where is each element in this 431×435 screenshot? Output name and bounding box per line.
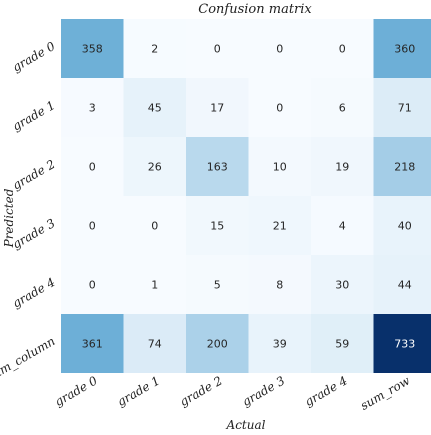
x-tick-grade-1: grade 1 (115, 373, 163, 409)
heatmap-cell-r5-c1 (123, 314, 186, 373)
y-tick-grade-1: grade 1 (10, 98, 58, 134)
y-tick-grade-4: grade 4 (10, 275, 58, 311)
cell-value-r4-c4: 30 (335, 279, 349, 292)
cell-value-r2-c4: 19 (335, 161, 349, 174)
heatmap-cell-r0-c3 (248, 19, 311, 78)
cell-value-r5-c3: 39 (273, 338, 287, 351)
y-tick-grade-0: grade 0 (10, 39, 58, 75)
heatmap-cell-r1-c1 (123, 78, 186, 137)
cell-value-r3-c0: 0 (89, 220, 96, 233)
cell-value-r1-c2: 17 (210, 102, 224, 115)
heatmap-cell-r3-c1 (123, 196, 186, 255)
heatmap-cell-r5-c2 (186, 314, 249, 373)
heatmap-cell-r0-c4 (311, 19, 374, 78)
cell-value-r5-c0: 361 (82, 338, 103, 351)
cell-value-r1-c4: 6 (339, 102, 346, 115)
heatmap-cell-r3-c5 (373, 196, 431, 255)
cell-value-r1-c0: 3 (89, 102, 96, 115)
cell-value-r0-c2: 0 (214, 43, 221, 56)
x-tick-grade-2: grade 2 (177, 373, 225, 409)
cell-value-r2-c1: 26 (148, 161, 162, 174)
heatmap-cell-r3-c4 (311, 196, 374, 255)
cell-value-r3-c2: 15 (210, 220, 224, 233)
x-tick-labels: grade 0 grade 1 grade 2 grade 3 grade 4 sum_r… (52, 373, 413, 413)
heatmap-cell-r3-c0 (61, 196, 124, 255)
heatmap-cell-r2-c2 (186, 137, 249, 196)
cell-value-r4-c2: 5 (214, 279, 221, 292)
heatmap-cell-r0-c1 (123, 19, 186, 78)
cell-value-r5-c5: 733 (394, 338, 415, 351)
heatmap-cell-r4-c4 (311, 255, 374, 314)
heatmap-cell-r0-c0 (61, 19, 124, 78)
heatmap-cell-r5-c3 (248, 314, 311, 373)
cell-value-r2-c3: 10 (273, 161, 287, 174)
cell-value-r1-c5: 71 (398, 102, 412, 115)
y-tick-sum-column: sum_column (0, 334, 57, 384)
heatmap-cell-r4-c3 (248, 255, 311, 314)
cell-value-r0-c3: 0 (276, 43, 283, 56)
x-tick-grade-3: grade 3 (240, 373, 288, 409)
heatmap-cell-r5-c5 (373, 314, 431, 373)
cell-value-r0-c5: 360 (394, 43, 415, 56)
heatmap-cell-r0-c5 (373, 19, 431, 78)
cell-value-r2-c0: 0 (89, 161, 96, 174)
heatmap-cell-r1-c2 (186, 78, 249, 137)
heatmap-cell-r2-c1 (123, 137, 186, 196)
heatmap-cell-r4-c1 (123, 255, 186, 314)
cell-value-r4-c1: 1 (151, 279, 158, 292)
cell-value-r4-c5: 44 (398, 279, 412, 292)
heatmap-cell-r5-c0 (61, 314, 124, 373)
x-tick-sum-row: sum_row (358, 373, 413, 413)
cell-value-r4-c0: 0 (89, 279, 96, 292)
heatmap-cell-r2-c0 (61, 137, 124, 196)
cell-value-r0-c4: 0 (339, 43, 346, 56)
heatmap-cell-r2-c4 (311, 137, 374, 196)
cell-value-r0-c0: 358 (82, 43, 103, 56)
heatmap-cell-r5-c4 (311, 314, 374, 373)
cell-value-r3-c3: 21 (273, 220, 287, 233)
x-tick-grade-4: grade 4 (302, 373, 350, 409)
cell-value-r2-c2: 163 (207, 161, 228, 174)
cell-value-r5-c2: 200 (207, 338, 228, 351)
cell-value-r5-c1: 74 (148, 338, 162, 351)
heatmap-cell-r3-c2 (186, 196, 249, 255)
cell-value-r1-c1: 45 (148, 102, 162, 115)
heatmap-cell-r0-c2 (186, 19, 249, 78)
heatmap-cell-r4-c0 (61, 255, 124, 314)
x-tick-grade-0: grade 0 (52, 373, 100, 409)
heatmap-cell-r1-c3 (248, 78, 311, 137)
heatmap-cell-r3-c3 (248, 196, 311, 255)
y-tick-grade-2: grade 2 (10, 157, 58, 193)
heatmap-cell-r2-c5 (373, 137, 431, 196)
heatmap-cell-r4-c5 (373, 255, 431, 314)
heatmap-cell-r1-c5 (373, 78, 431, 137)
heatmap-cell-r4-c2 (186, 255, 249, 314)
cell-value-r4-c3: 8 (276, 279, 283, 292)
cell-value-r3-c1: 0 (151, 220, 158, 233)
heatmap-cell-r1-c4 (311, 78, 374, 137)
cell-value-r0-c1: 2 (151, 43, 158, 56)
chart-title: Confusion matrix (198, 2, 312, 17)
y-axis-label: Predicted (2, 188, 16, 248)
x-axis-label: Actual (226, 418, 266, 432)
cell-value-r2-c5: 218 (394, 161, 415, 174)
y-tick-grade-3: grade 3 (10, 216, 58, 252)
heatmap-cell-r2-c3 (248, 137, 311, 196)
cell-value-r3-c4: 4 (339, 220, 346, 233)
cell-value-r3-c5: 40 (398, 220, 412, 233)
heatmap-cell-r1-c0 (61, 78, 124, 137)
cell-value-r5-c4: 59 (335, 338, 349, 351)
cell-value-r1-c3: 0 (276, 102, 283, 115)
